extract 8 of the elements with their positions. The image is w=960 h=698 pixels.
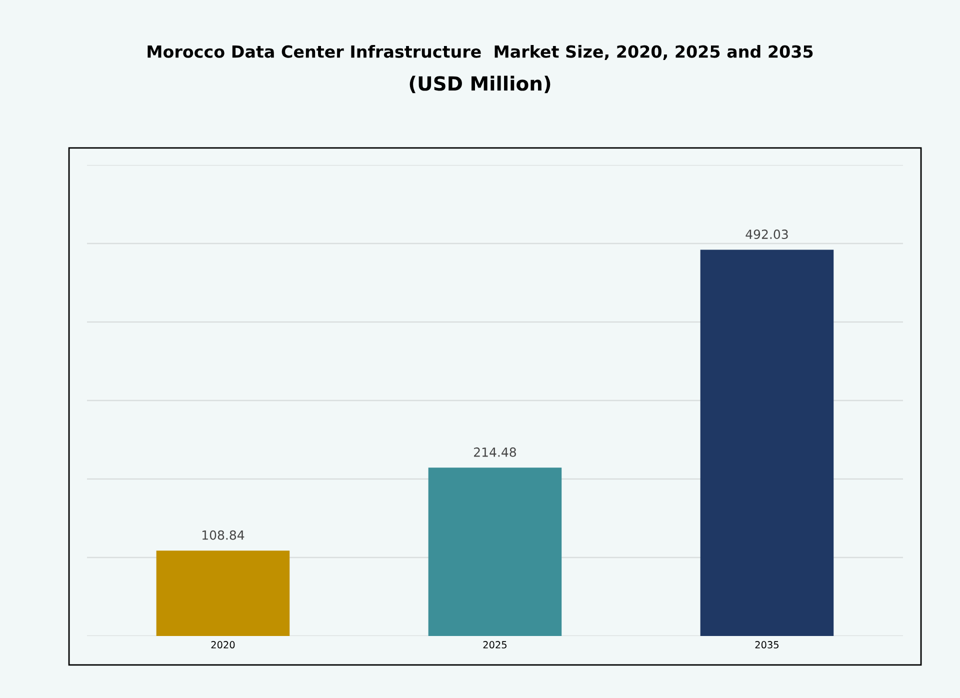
x-tick-label: 2035 [755, 641, 778, 648]
data-label: 214.48 [474, 447, 516, 457]
data-label: 108.84 [202, 530, 244, 540]
chart-title: Morocco Data Center Infrastructure Market Size, 2020, 2025 and 2035 [148, 44, 813, 60]
x-tick-label: 2025 [483, 641, 506, 648]
data-label: 492.03 [746, 230, 788, 240]
x-tick-label: 2020 [211, 641, 235, 648]
chart-subtitle: (USD Million) [410, 76, 550, 94]
